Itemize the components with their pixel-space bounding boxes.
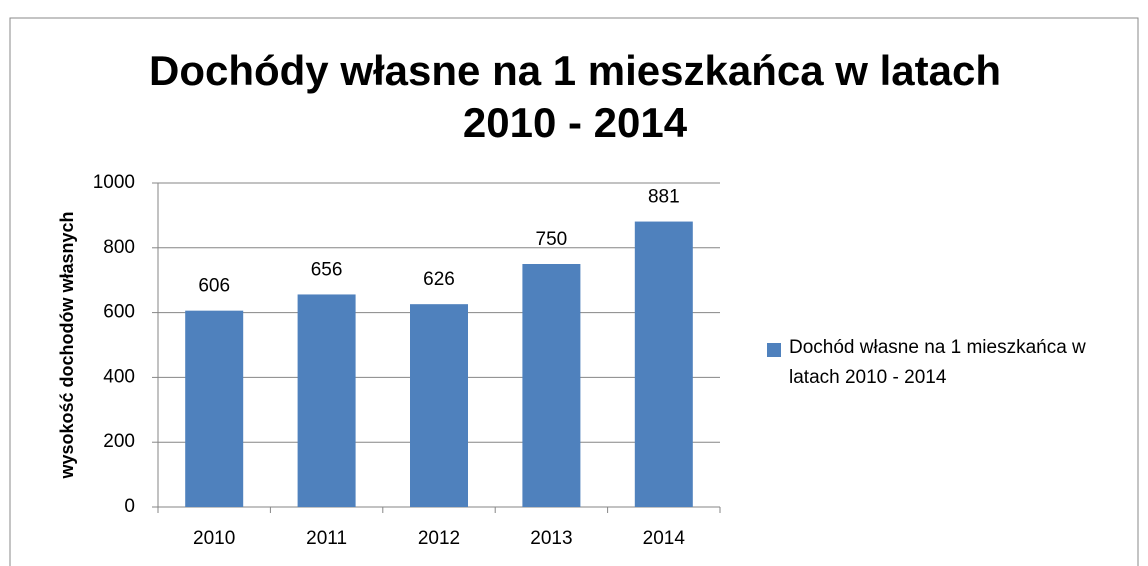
data-label: 656 xyxy=(311,259,343,280)
bar xyxy=(410,304,468,507)
bar xyxy=(634,221,693,507)
chart-title: Dochódy własne na 1 mieszkańca w latach … xyxy=(149,47,1001,146)
y-tick-label: 0 xyxy=(124,496,135,517)
x-tick-label: 2014 xyxy=(643,528,686,549)
legend-label: Dochód własne na 1 mieszkańca w latach 2… xyxy=(789,337,1086,388)
y-axis-label: wysokość dochodów własnych xyxy=(57,211,77,479)
y-tick-label: 1000 xyxy=(93,172,135,193)
y-tick-label: 400 xyxy=(103,366,135,387)
legend-swatch xyxy=(767,343,781,357)
data-label: 881 xyxy=(648,187,680,208)
data-label: 626 xyxy=(423,269,455,290)
y-tick-label: 600 xyxy=(103,302,135,323)
x-tick-label: 2011 xyxy=(306,528,347,549)
bar xyxy=(522,264,581,507)
y-tick-label: 800 xyxy=(103,237,135,258)
data-label: 606 xyxy=(198,276,230,297)
data-label: 750 xyxy=(536,229,568,250)
x-tick-label: 2010 xyxy=(193,528,235,549)
bar xyxy=(297,294,356,507)
x-tick-label: 2012 xyxy=(418,528,460,549)
bar xyxy=(185,310,244,507)
y-tick-label: 200 xyxy=(103,431,135,452)
x-tick-label: 2013 xyxy=(530,528,572,549)
